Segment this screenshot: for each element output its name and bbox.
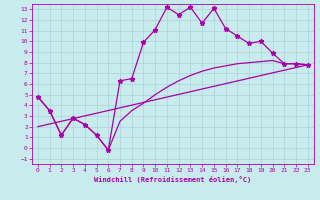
X-axis label: Windchill (Refroidissement éolien,°C): Windchill (Refroidissement éolien,°C) (94, 176, 252, 183)
